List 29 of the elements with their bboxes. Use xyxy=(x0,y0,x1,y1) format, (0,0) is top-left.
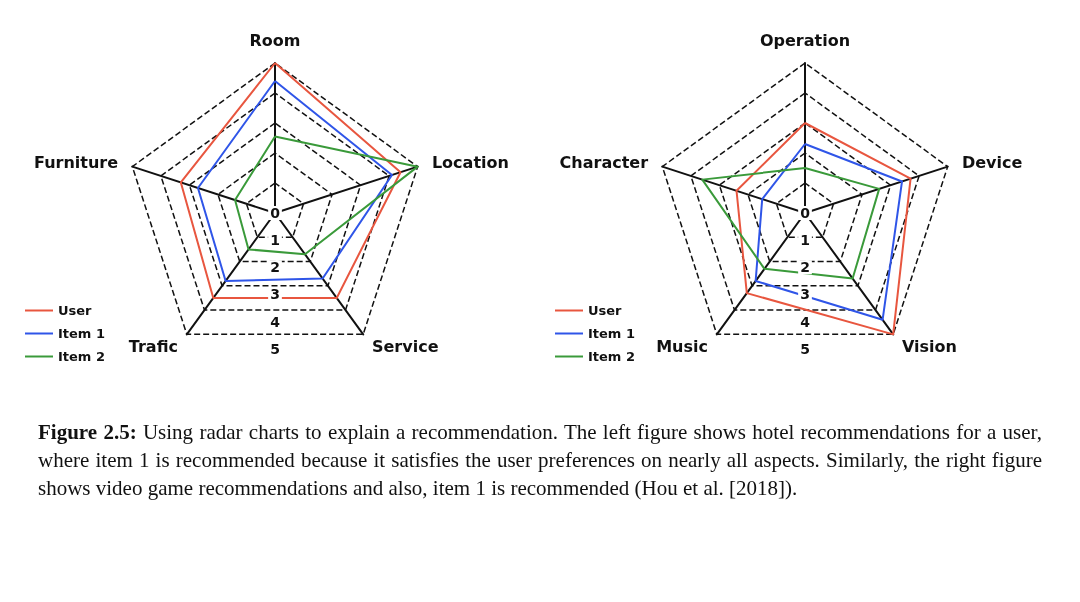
y-tick-label: 5 xyxy=(800,340,810,357)
legend-label: Item 1 xyxy=(588,326,635,341)
spoke-label: Device xyxy=(961,152,1023,172)
y-tick-label: 1 xyxy=(800,232,810,249)
spoke-label: Furniture xyxy=(34,152,119,172)
spoke-label: Character xyxy=(559,152,649,172)
spoke-label: Trafic xyxy=(128,336,179,356)
spoke-label: Music xyxy=(656,336,709,356)
legend-label: User xyxy=(588,303,623,318)
legend-label: User xyxy=(58,303,93,318)
y-tick-label: 3 xyxy=(800,286,810,303)
y-tick-label: 4 xyxy=(270,313,281,330)
y-tick-label: 0 xyxy=(800,205,811,221)
y-tick-label: 3 xyxy=(270,286,280,303)
caption: Figure 2.5: Using radar charts to explain a recommendation. The left figure shows hotel recommendations for a user, where item 1 is recommended because it satisfies the user preferences on nearly all aspects. Similarly, the right figure shows video game recommendations and also, item 1 is recommended (Hou et al. [2018]). xyxy=(38,420,1042,500)
y-tick-label: 2 xyxy=(800,259,810,276)
spoke-label: Location xyxy=(431,152,509,172)
legend-label: Item 1 xyxy=(58,326,105,341)
spoke-label: Vision xyxy=(901,336,957,356)
legend-label: Item 2 xyxy=(58,349,105,364)
legend-label: Item 2 xyxy=(588,349,635,364)
y-tick-label: 2 xyxy=(270,259,280,276)
y-tick-label: 0 xyxy=(270,205,281,221)
spoke-label: Room xyxy=(249,30,301,50)
spoke-label: Operation xyxy=(759,30,851,50)
y-tick-label: 4 xyxy=(800,313,811,330)
spoke-label: Service xyxy=(371,336,439,356)
y-tick-label: 5 xyxy=(270,340,280,357)
y-tick-label: 1 xyxy=(270,232,280,249)
